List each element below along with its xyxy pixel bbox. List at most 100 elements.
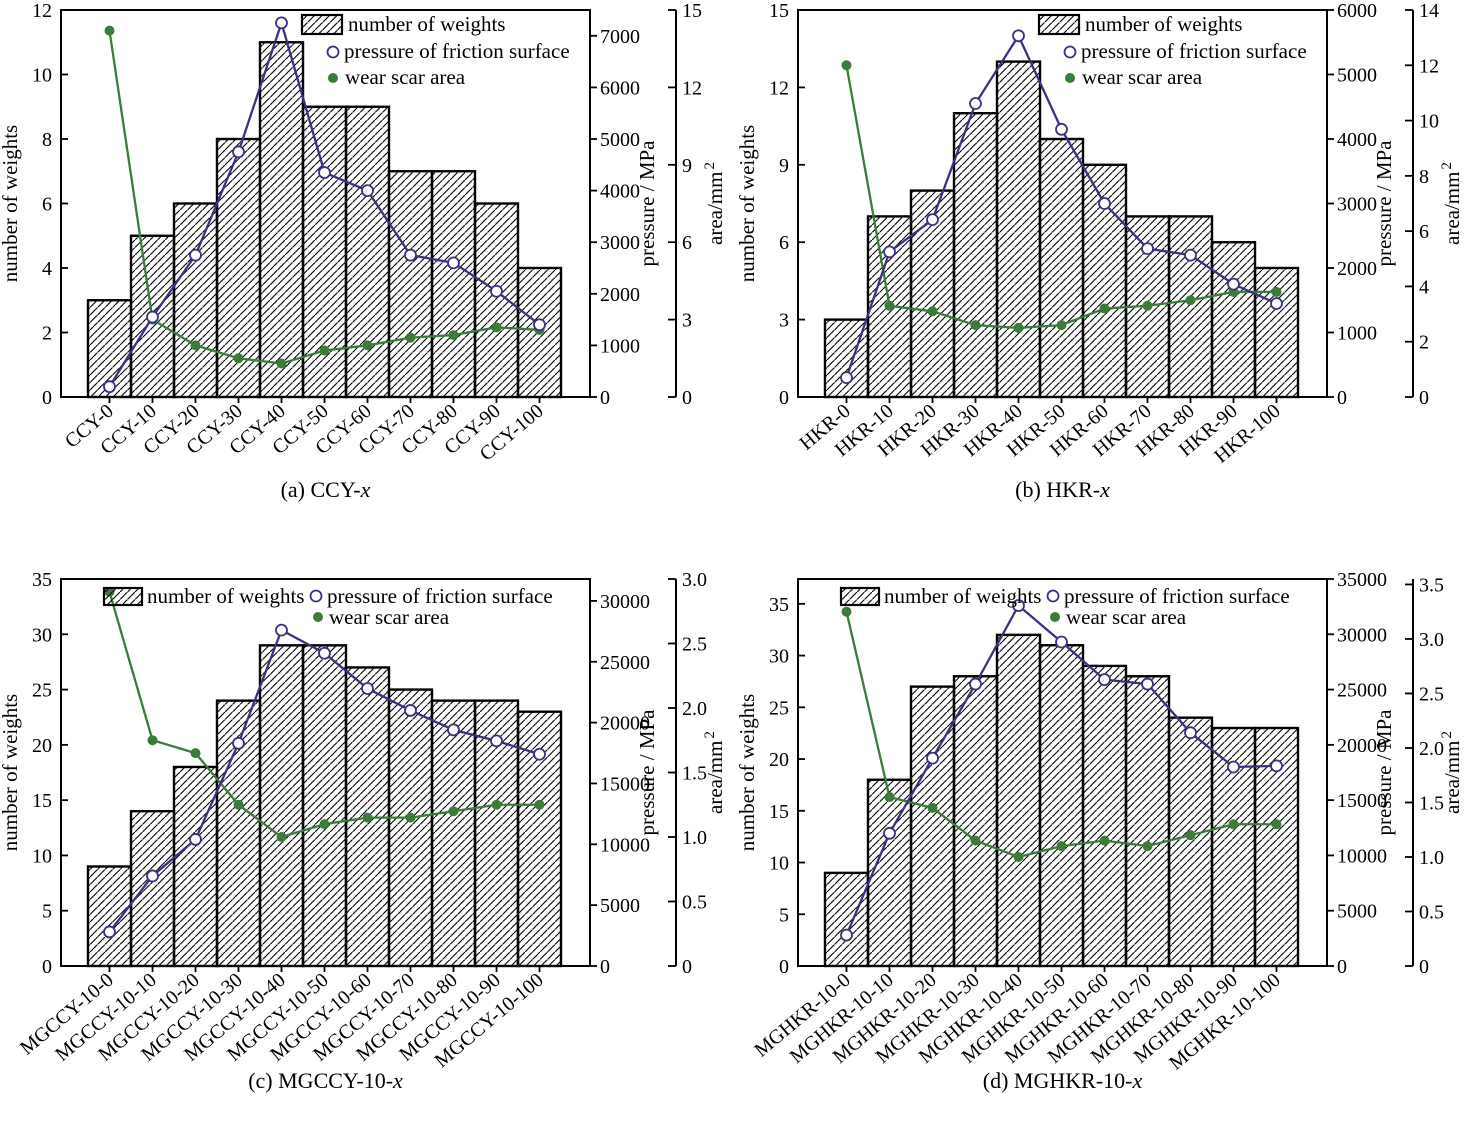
pressure-axis-tick-label: 2000 xyxy=(600,284,640,306)
left-axis-tick-label: 10 xyxy=(32,65,52,87)
wear-scar-area-point xyxy=(491,322,502,333)
wear-scar-area-point xyxy=(405,812,416,823)
area-axis-title: area/mm2 xyxy=(702,162,727,245)
x-axis: MGHKR-10-0MGHKR-10-10MGHKR-10-20MGHKR-10… xyxy=(750,966,1285,1074)
legend-open-circle-icon xyxy=(326,45,340,59)
chart-cell-c: 0 5 10 15 20 25 30 35 MGCCY-10-0 MGCCY-10-10 MGCCY… xyxy=(0,562,736,1124)
wear-scar-area-point xyxy=(970,835,981,846)
wear-scar-area-point xyxy=(884,300,895,311)
area-axis: 0 0.5 1.0 1.5 2.0 2.5 3.0 3.5 xyxy=(1405,574,1444,978)
area-axis-title: area/mm2 xyxy=(1439,162,1464,245)
legend-label-wear-scar-area: wear scar area xyxy=(329,605,450,629)
bar-MGHKR-10-0 xyxy=(823,871,870,968)
left-axis-tick-label: 20 xyxy=(32,735,52,757)
left-axis-tick-label: 6 xyxy=(779,232,789,254)
pressure-point xyxy=(1141,242,1154,256)
pressure-point xyxy=(1012,29,1025,43)
legend-label-wear-scar-area: wear scar area xyxy=(345,65,466,89)
wear-scar-area-point xyxy=(362,812,373,823)
pressure-axis-tick-label: 30000 xyxy=(600,591,650,613)
chart-cell-b: 0 3 6 9 12 15 HKR-0 HKR-10 HKR-20 HKR-30 HKR-40 HKR… xyxy=(735,0,1473,562)
bar-MGCCY-10-40 xyxy=(258,644,305,968)
legend-label-number-of-weights: number of weights xyxy=(348,12,505,36)
pressure-axis-tick-label: 10000 xyxy=(600,834,650,856)
pressure-axis-tick-label: 5000 xyxy=(1337,65,1377,87)
legend-hatch-swatch xyxy=(300,13,344,36)
pressure-axis: 0 5000 10000 15000 20000 25000 30000 35000 xyxy=(1327,569,1387,978)
pressure-point xyxy=(490,284,503,298)
left-axis-title: number of weights xyxy=(0,125,22,282)
left-axis-tick-label: 25 xyxy=(32,680,52,702)
area-axis-tick-label: 2.0 xyxy=(1419,738,1444,760)
bar-HKR-40 xyxy=(995,60,1042,399)
bar-MGCCY-10-10 xyxy=(129,809,176,968)
legend: number of weights pressure of friction su… xyxy=(1037,12,1307,89)
legend: number of weights pressure of friction su… xyxy=(102,584,553,629)
wear-scar-area-point xyxy=(534,799,545,810)
wear-scar-area-point xyxy=(190,340,201,351)
legend-label-pressure: pressure of friction surface xyxy=(327,584,553,608)
left-axis-tick-label: 30 xyxy=(32,624,52,646)
wear-scar-area-point xyxy=(1271,286,1282,297)
pressure-point xyxy=(1055,122,1068,136)
pressure-point xyxy=(1270,759,1283,773)
area-axis-tick-label: 2.5 xyxy=(682,634,707,656)
wear-scar-area-point xyxy=(190,748,201,759)
left-axis-tick-label: 3 xyxy=(779,310,789,332)
pressure-point xyxy=(969,677,982,691)
series-wear-scar-area xyxy=(841,60,1282,333)
pressure-point xyxy=(1227,277,1240,291)
pressure-point xyxy=(447,723,460,737)
area-axis-tick-label: 8 xyxy=(1419,166,1429,188)
wear-scar-area-point xyxy=(1185,830,1196,841)
pressure-axis-tick-label: 10000 xyxy=(1337,845,1387,867)
chart-a: 0 2 4 6 8 10 12 CCY-0CCY-10CCY-20CCY-30CCY-40CC… xyxy=(0,0,727,502)
wear-scar-area-point xyxy=(1271,819,1282,830)
wear-scar-area-point xyxy=(448,330,459,341)
wear-scar-area-point xyxy=(276,358,287,369)
wear-scar-area-point xyxy=(884,792,895,803)
bar-CCY-60 xyxy=(344,105,391,399)
series-pressure xyxy=(103,16,546,394)
bar-MGHKR-10-30 xyxy=(952,675,999,968)
pressure-point xyxy=(447,256,460,270)
area-axis-tick-label: 1.5 xyxy=(682,763,707,785)
pressure-axis: 0 1000 2000 3000 4000 5000 6000 7000 xyxy=(590,26,640,409)
wear-scar-area-point xyxy=(448,806,459,817)
left-axis-title: number of weights xyxy=(737,125,759,282)
legend-hatch-swatch xyxy=(839,586,881,607)
left-axis-tick-label: 10 xyxy=(769,853,789,875)
pressure-axis-tick-label: 1000 xyxy=(1337,323,1377,345)
left-axis-tick-label: 35 xyxy=(32,569,52,591)
area-axis-tick-label: 14 xyxy=(1419,0,1439,22)
x-axis: HKR-0HKR-10HKR-20HKR-30HKR-40HKR-50HKR-6… xyxy=(795,397,1285,468)
area-axis: 0 3 6 9 12 15 xyxy=(668,0,702,409)
legend-filled-circle-icon xyxy=(313,612,323,622)
pressure-axis-title: pressure / MPa xyxy=(1372,709,1396,836)
pressure-point xyxy=(883,826,896,840)
bar-MGHKR-10-80 xyxy=(1167,716,1214,968)
pressure-point xyxy=(883,245,896,259)
wear-scar-area-point xyxy=(927,802,938,813)
bar-MGCCY-10-80 xyxy=(430,699,477,968)
pressure-point xyxy=(146,869,159,883)
bar-MGHKR-10-70 xyxy=(1124,675,1171,968)
area-axis-tick-label: 0 xyxy=(682,956,692,978)
wear-scar-area-point xyxy=(104,25,115,36)
left-axis-title: number of weights xyxy=(0,694,22,851)
legend-open-circle-icon xyxy=(1063,45,1077,59)
bars-number-of-weights xyxy=(86,644,563,968)
left-axis-tick-label: 0 xyxy=(779,387,789,409)
pressure-point xyxy=(232,736,245,750)
left-axis-tick-label: 0 xyxy=(779,956,789,978)
area-axis-title: area/mm2 xyxy=(1439,731,1464,814)
pressure-axis-tick-label: 1000 xyxy=(600,335,640,357)
pressure-point xyxy=(490,734,503,748)
area-axis-tick-label: 12 xyxy=(1419,55,1439,77)
left-axis-tick-label: 25 xyxy=(769,697,789,719)
pressure-axis-tick-label: 35000 xyxy=(1337,569,1387,591)
legend-label-pressure: pressure of friction surface xyxy=(1064,584,1290,608)
pressure-axis: 0 5000 10000 15000 20000 25000 30000 xyxy=(590,591,650,978)
chart-b: 0 3 6 9 12 15 HKR-0HKR-10HKR-20HKR-30HKR-40HKR… xyxy=(735,0,1464,502)
